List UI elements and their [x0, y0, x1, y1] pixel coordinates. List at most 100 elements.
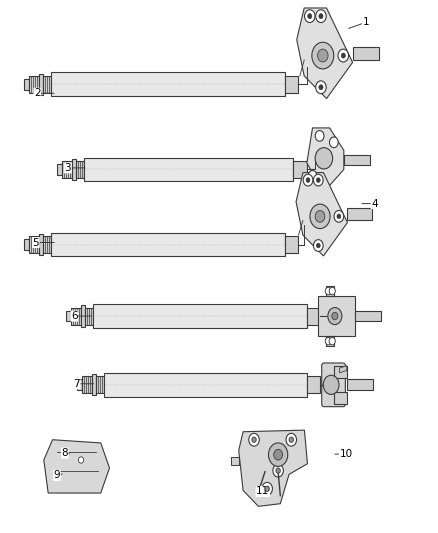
Circle shape [314, 174, 323, 186]
Bar [104, 373, 307, 397]
Bar [334, 366, 347, 377]
Circle shape [306, 177, 310, 182]
Circle shape [268, 443, 288, 466]
Circle shape [315, 211, 325, 222]
Bar [84, 158, 293, 181]
Bar [66, 311, 71, 321]
Circle shape [312, 42, 334, 69]
Circle shape [334, 211, 344, 222]
Circle shape [329, 287, 335, 295]
Circle shape [319, 85, 323, 90]
Bar [39, 234, 43, 255]
Bar [51, 72, 285, 96]
Text: 3: 3 [64, 163, 71, 173]
Circle shape [316, 81, 326, 94]
Text: 4: 4 [371, 199, 378, 208]
Bar [326, 286, 334, 296]
Bar [293, 161, 307, 178]
Polygon shape [44, 440, 110, 493]
Circle shape [262, 482, 272, 495]
Bar [72, 159, 76, 180]
Polygon shape [239, 430, 307, 506]
Circle shape [289, 437, 293, 442]
Circle shape [307, 13, 312, 19]
Circle shape [315, 148, 332, 169]
Text: 6: 6 [71, 311, 78, 321]
Bar [307, 376, 320, 393]
Circle shape [303, 174, 313, 186]
Bar [77, 379, 82, 390]
Circle shape [332, 312, 338, 320]
Circle shape [341, 53, 346, 58]
Bar [307, 308, 320, 325]
Polygon shape [296, 173, 347, 256]
Circle shape [318, 49, 328, 62]
Bar [318, 296, 355, 336]
Text: 5: 5 [32, 238, 39, 247]
Bar [29, 76, 39, 93]
Bar [81, 305, 85, 327]
Bar [51, 233, 285, 256]
Bar [231, 457, 239, 465]
Circle shape [273, 464, 283, 477]
Bar [82, 376, 92, 393]
Circle shape [316, 177, 320, 182]
Circle shape [265, 486, 269, 491]
Text: 2: 2 [34, 88, 41, 98]
Bar [39, 74, 43, 95]
Bar [347, 208, 371, 220]
Circle shape [329, 337, 335, 345]
Circle shape [276, 468, 280, 473]
Bar [29, 236, 39, 253]
Circle shape [78, 457, 84, 463]
Circle shape [337, 214, 341, 219]
Bar [347, 379, 373, 390]
Bar [353, 47, 379, 60]
Circle shape [274, 449, 283, 460]
Bar [62, 161, 72, 178]
Circle shape [304, 10, 315, 22]
Bar [355, 311, 381, 321]
Circle shape [329, 137, 338, 148]
Circle shape [308, 171, 317, 181]
FancyBboxPatch shape [321, 363, 346, 407]
Circle shape [310, 204, 330, 229]
Text: 8: 8 [61, 448, 68, 458]
Text: 7: 7 [73, 379, 80, 389]
Bar [92, 374, 96, 395]
Bar [326, 336, 334, 346]
Circle shape [316, 10, 326, 22]
Circle shape [328, 308, 342, 325]
Bar [71, 308, 81, 325]
Bar [85, 308, 93, 325]
Bar [344, 155, 370, 165]
Circle shape [323, 375, 339, 394]
Circle shape [338, 49, 349, 62]
Circle shape [319, 13, 323, 19]
Circle shape [314, 240, 323, 252]
Bar [93, 304, 307, 328]
Text: 11: 11 [256, 487, 269, 496]
Circle shape [316, 243, 320, 248]
Circle shape [286, 433, 297, 446]
Bar [24, 79, 29, 90]
Polygon shape [339, 366, 347, 373]
Text: 1: 1 [362, 18, 369, 27]
Bar [43, 76, 51, 93]
Text: 9: 9 [53, 471, 60, 480]
Bar [76, 161, 84, 178]
Circle shape [249, 433, 259, 446]
Bar [57, 164, 62, 175]
Bar [285, 76, 298, 93]
Circle shape [315, 131, 324, 141]
Polygon shape [307, 128, 344, 192]
Circle shape [325, 287, 331, 295]
Bar [43, 236, 51, 253]
Circle shape [325, 337, 331, 345]
Bar [96, 376, 104, 393]
Bar [285, 236, 298, 253]
Bar [24, 239, 29, 250]
Bar [334, 392, 347, 404]
Polygon shape [297, 8, 353, 99]
Text: 10: 10 [339, 449, 353, 459]
